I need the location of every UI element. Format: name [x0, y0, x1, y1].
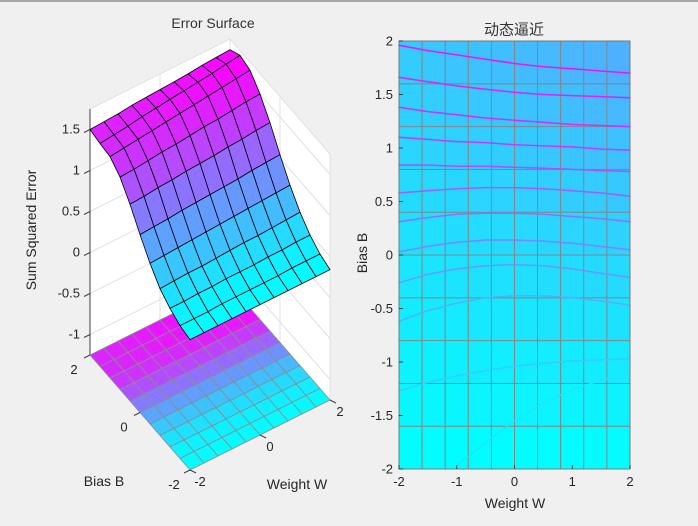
contour-lines [398, 44, 631, 467]
bias-b-axis-label-right: Bias B [354, 232, 370, 274]
floor-pcolor [89, 284, 331, 471]
dynamic-approximation-title: 动态逼近 [483, 22, 545, 39]
weight-w-axis-label-left: Weight W [266, 476, 328, 492]
sum-squared-error-axis-label: Sum Squared Error [23, 169, 39, 291]
y-tick-label: 0.5 [375, 194, 393, 209]
x-tick-label: 1 [569, 474, 576, 489]
dynamic-approximation-plot: -2 -1 0 1 2 2 1.5 1 0.5 0 -0.5 -1 -1.5 -2 [371, 34, 634, 490]
x-tick-label: 2 [626, 474, 633, 489]
y-tick-label: -0.5 [371, 301, 393, 316]
x-tick-label: 0 [511, 474, 518, 489]
y-tick-label: 1 [386, 141, 393, 156]
x-tick-label: -1 [451, 474, 463, 489]
bias-tick-label: -2 [168, 477, 180, 492]
weight-w-axis-label-right: Weight W [484, 495, 546, 511]
bias-b-axis-label-left: Bias B [83, 473, 125, 489]
bias-tick-label: 0 [120, 420, 127, 435]
weight-tick-label: 0 [266, 439, 273, 454]
x-tick-label: -2 [393, 474, 405, 489]
bottom-axes-ticks: 2 0 -2 -2 0 2 [70, 354, 344, 492]
z-tick-label: 1.5 [62, 122, 80, 137]
z-tick-label: 0 [73, 245, 80, 260]
weight-tick-label: 2 [336, 404, 343, 419]
y-tick-label: 1.5 [375, 87, 393, 102]
weight-tick-label: -2 [194, 474, 206, 489]
y-tick-label: 2 [386, 34, 393, 49]
y-tick-label: -2 [381, 462, 393, 477]
z-axis: 1.5 1 0.5 0 -0.5 -1 [58, 109, 91, 355]
z-tick-label: 1 [73, 163, 80, 178]
bias-tick-label: 2 [70, 362, 77, 377]
window-top-edge [0, 0, 698, 2]
surface-mesh [89, 49, 331, 341]
pcolor-mesh [398, 40, 631, 470]
axes-ticks: -2 -1 0 1 2 2 1.5 1 0.5 0 -0.5 -1 -1.5 -2 [371, 34, 634, 490]
error-surface-3d-plot: 1.5 1 0.5 0 -0.5 -1 2 0 -2 -2 0 2 [58, 38, 344, 492]
error-surface-title: Error Surface [171, 15, 255, 31]
z-tick-label: -1 [68, 327, 80, 342]
z-tick-label: 0.5 [62, 204, 80, 219]
z-tick-label: -0.5 [58, 286, 80, 301]
y-tick-label: 0 [386, 248, 393, 263]
y-tick-label: -1 [381, 355, 393, 370]
y-tick-label: -1.5 [371, 408, 393, 423]
